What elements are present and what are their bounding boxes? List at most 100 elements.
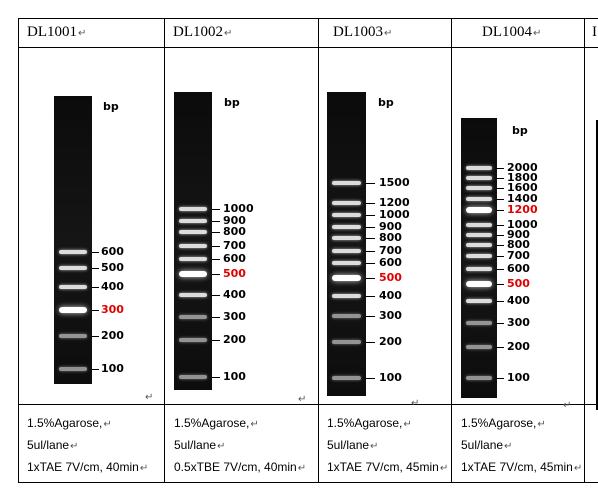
band-size-label: 300: [507, 316, 530, 329]
band-tick: [366, 342, 375, 343]
gel-band: [466, 197, 492, 201]
band-size-label: 200: [379, 335, 402, 348]
gel-image-dl1002: [174, 92, 212, 390]
band-tick: [497, 378, 504, 379]
unit-label: bp: [512, 124, 528, 137]
gel-band: [466, 267, 492, 271]
band-size-label: 1000: [379, 208, 410, 221]
gel-band: [59, 285, 87, 289]
band-tick: [497, 168, 504, 169]
band-size-label: 600: [223, 252, 246, 265]
column-border: [318, 18, 319, 483]
band-size-label: 1400: [507, 192, 538, 205]
gel-band: [466, 223, 492, 227]
band-size-label: 100: [223, 370, 246, 383]
condition-line: 0.5xTBE 7V/cm, 40min↵: [174, 460, 307, 474]
band-size-label: 100: [507, 371, 530, 384]
column-header-partial: I: [592, 24, 597, 40]
gel-band: [332, 213, 361, 217]
gel-band: [332, 225, 361, 229]
condition-line: 1.5%Agarose,↵: [461, 416, 546, 430]
band-tick: [92, 252, 99, 253]
band-tick: [497, 210, 504, 211]
column-header-dl1003: DL1003↵: [333, 24, 393, 40]
band-tick: [366, 227, 375, 228]
unit-label: bp: [378, 96, 394, 109]
band-tick: [212, 317, 220, 318]
gel-band: [59, 307, 87, 313]
gel-band: [179, 257, 207, 261]
band-tick: [497, 323, 504, 324]
gel-band: [332, 181, 361, 185]
paragraph-mark: ↵: [298, 394, 307, 405]
band-size-label: 400: [379, 289, 402, 302]
condition-line: 1xTAE 7V/cm, 45min↵: [461, 460, 583, 474]
band-size-label: 2000: [507, 161, 538, 174]
condition-line: 5ul/lane↵: [27, 438, 79, 452]
gel-band: [179, 219, 207, 223]
band-size-label: 200: [223, 333, 246, 346]
band-size-label: 900: [379, 220, 402, 233]
column-header-dl1004: DL1004↵: [482, 24, 542, 40]
table-top-border: [18, 18, 598, 19]
column-border: [451, 18, 452, 483]
band-size-label: 700: [507, 249, 530, 262]
gel-band: [179, 244, 207, 248]
band-tick: [92, 369, 99, 370]
image-row-border: [18, 404, 598, 405]
band-tick: [366, 296, 375, 297]
band-size-label: 100: [101, 362, 124, 375]
band-tick: [497, 188, 504, 189]
band-tick: [92, 336, 99, 337]
band-tick: [366, 316, 375, 317]
band-tick: [212, 232, 220, 233]
gel-band: [332, 249, 361, 253]
gel-band: [466, 321, 492, 325]
band-tick: [212, 259, 220, 260]
column-header-dl1001: DL1001↵: [27, 24, 87, 40]
column-border: [164, 18, 165, 483]
band-tick: [366, 378, 375, 379]
gel-band: [466, 345, 492, 349]
gel-band: [466, 299, 492, 303]
band-tick: [497, 235, 504, 236]
band-size-label: 500: [223, 267, 246, 280]
band-tick: [497, 256, 504, 257]
band-tick: [366, 251, 375, 252]
column-header-dl1002: DL1002↵: [173, 24, 233, 40]
gel-band: [466, 233, 492, 237]
band-size-label: 500: [379, 271, 402, 284]
band-size-label: 1200: [507, 203, 538, 216]
condition-line: 5ul/lane↵: [174, 438, 226, 452]
gel-band: [466, 281, 492, 287]
partial-column-edge: [596, 120, 598, 410]
gel-band: [179, 293, 207, 297]
band-tick: [366, 183, 375, 184]
band-tick: [497, 347, 504, 348]
paragraph-mark: ↵: [563, 400, 572, 411]
band-size-label: 600: [101, 245, 124, 258]
band-size-label: 800: [223, 225, 246, 238]
gel-band: [59, 367, 87, 371]
band-size-label: 200: [101, 329, 124, 342]
band-tick: [366, 238, 375, 239]
unit-label: bp: [224, 96, 240, 109]
band-tick: [212, 377, 220, 378]
band-tick: [366, 215, 375, 216]
band-size-label: 700: [223, 239, 246, 252]
column-border: [18, 18, 19, 483]
gel-band: [332, 275, 361, 281]
gel-band: [466, 376, 492, 380]
gel-band: [332, 314, 361, 318]
gel-image-dl1004: [461, 118, 497, 398]
band-size-label: 300: [101, 303, 124, 316]
condition-line: 1.5%Agarose,↵: [27, 416, 112, 430]
gel-band: [332, 376, 361, 380]
band-tick: [92, 310, 99, 311]
band-size-label: 400: [101, 280, 124, 293]
header-row-border: [18, 47, 598, 48]
gel-band: [179, 315, 207, 319]
gel-band: [466, 207, 492, 213]
gel-band: [466, 186, 492, 190]
band-size-label: 300: [223, 310, 246, 323]
